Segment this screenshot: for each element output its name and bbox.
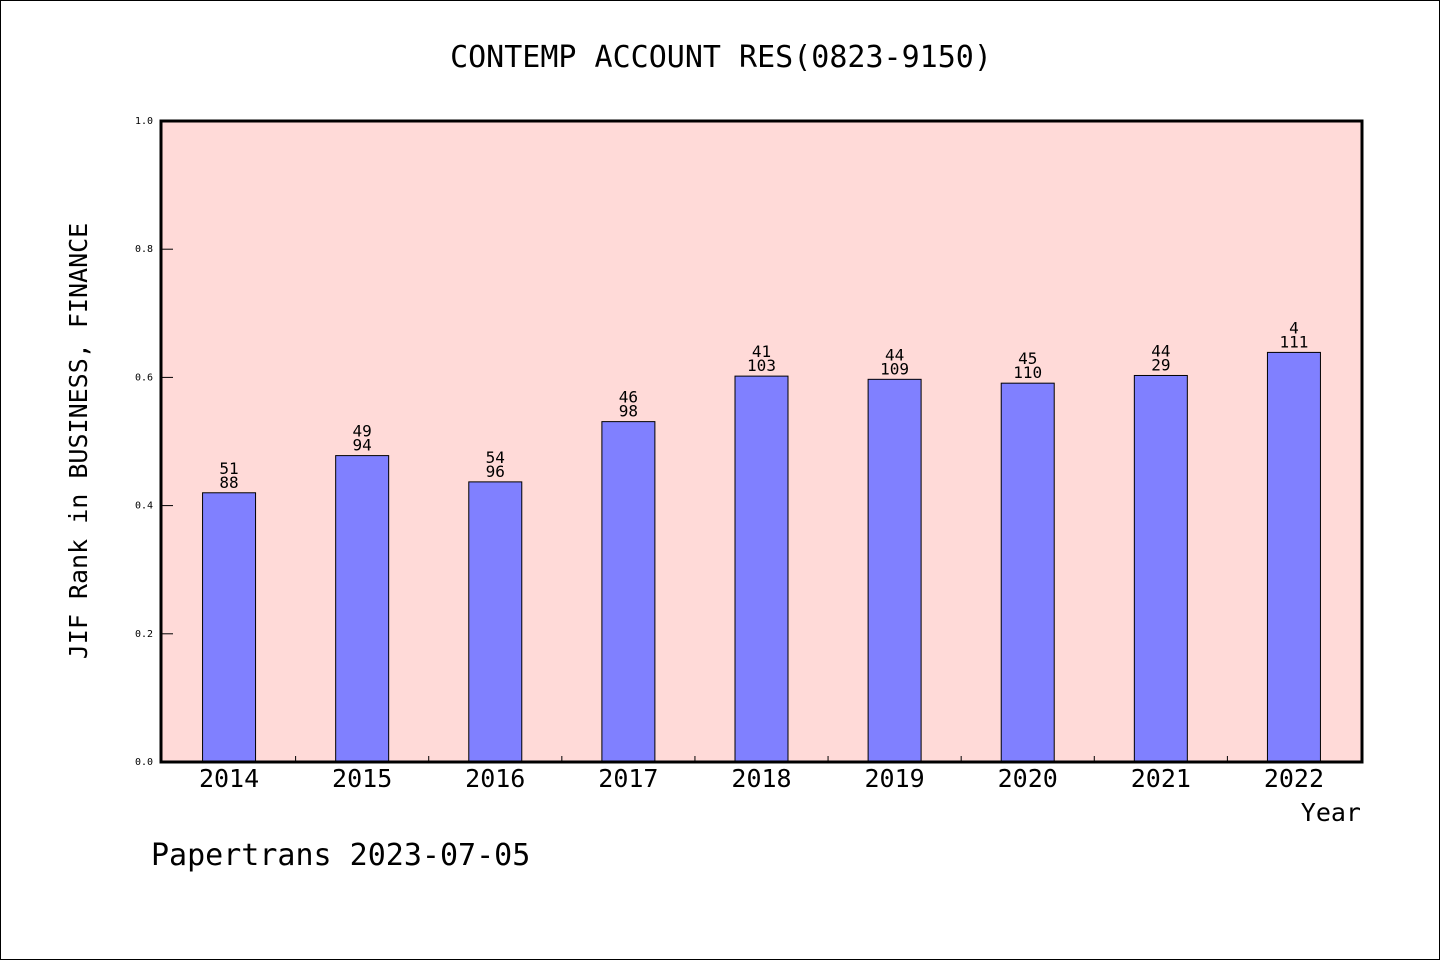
bar-2020 (1000, 382, 1055, 763)
footer-text: Papertrans 2023-07-05 (151, 838, 530, 873)
bar-label-top-2014: 51 (219, 459, 238, 478)
bar-2022 (1266, 351, 1321, 763)
bar-label-bottom-2017: 98 (619, 402, 638, 421)
bar-label-bottom-2022: 111 (1279, 332, 1308, 351)
bar-2019 (867, 378, 922, 763)
x-tick-label-2014: 2014 (199, 764, 259, 793)
bar-label-top-2015: 49 (353, 422, 372, 441)
bar-2015 (335, 455, 390, 763)
x-axis-ticks: 2014 2015 2016 2017 2018 2019 2020 2021 2022 (199, 756, 1324, 793)
bar-label-top-2019: 44 (885, 345, 904, 364)
bar-label-top-2017: 46 (619, 388, 638, 407)
x-tick-label-2018: 2018 (731, 764, 791, 793)
y-axis-label: JIF Rank in BUSINESS, FINANCE (64, 223, 93, 660)
bar-label-bottom-2015: 94 (353, 436, 372, 455)
x-tick-label-2016: 2016 (465, 764, 525, 793)
bar-label-bottom-2014: 88 (219, 473, 238, 492)
x-axis-label: Year (1301, 798, 1361, 827)
bar-label-top-2016: 54 (486, 448, 505, 467)
bar-2016 (468, 481, 523, 763)
x-tick-label-2020: 2020 (998, 764, 1058, 793)
x-tick-label-2021: 2021 (1131, 764, 1191, 793)
y-tick-label: 0.8 (135, 244, 153, 255)
y-tick-label: 1.0 (135, 116, 153, 127)
bar-2018 (734, 375, 789, 763)
y-tick-label: 0.4 (135, 501, 153, 512)
bar-2014 (202, 492, 257, 763)
bar-label-top-2021: 44 (1151, 341, 1170, 360)
bar-label-bottom-2016: 96 (486, 462, 505, 481)
y-tick-label: 0.2 (135, 629, 153, 640)
bar-label-bottom-2021: 29 (1151, 355, 1170, 374)
y-tick-label: 0.6 (135, 372, 153, 383)
y-tick-label: 0.0 (135, 757, 153, 768)
x-tick-label-2022: 2022 (1264, 764, 1324, 793)
plot-border (159, 119, 1364, 764)
x-tick-label-2017: 2017 (598, 764, 658, 793)
bar-label-top-2022: 4 (1289, 318, 1299, 337)
bar-2021 (1133, 374, 1188, 763)
bar-label-bottom-2020: 110 (1013, 363, 1042, 382)
bar-label-top-2018: 41 (752, 342, 771, 361)
bar-2017 (601, 421, 656, 763)
x-tick-label-2015: 2015 (332, 764, 392, 793)
bar-label-bottom-2018: 103 (747, 356, 776, 375)
bar-label-bottom-2019: 109 (880, 359, 909, 378)
chart-title: CONTEMP ACCOUNT RES(0823-9150) (450, 40, 992, 75)
x-tick-label-2019: 2019 (865, 764, 925, 793)
bar-label-top-2020: 45 (1018, 349, 1037, 368)
